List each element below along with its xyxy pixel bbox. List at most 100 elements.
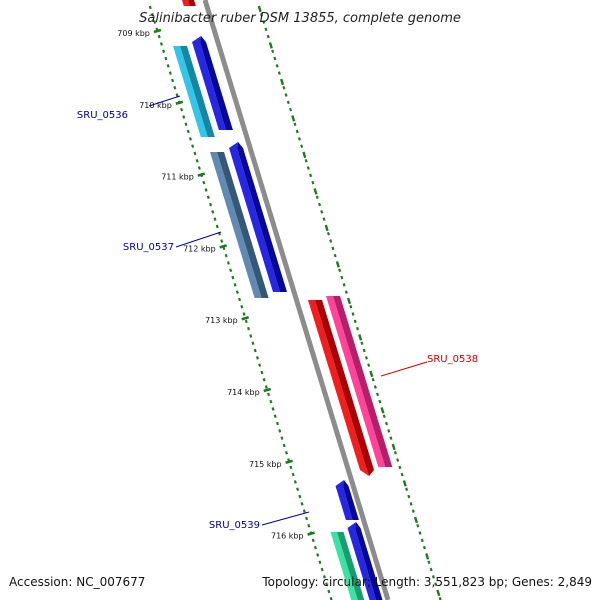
gene-face-left xyxy=(192,36,226,130)
minor-tick xyxy=(302,509,306,513)
minor-tick xyxy=(402,480,407,487)
minor-tick xyxy=(393,450,397,455)
minor-tick xyxy=(235,290,239,294)
minor-tick xyxy=(289,107,293,112)
minor-tick xyxy=(260,13,263,17)
minor-tick xyxy=(171,78,175,83)
minor-tick xyxy=(268,42,273,49)
minor-tick xyxy=(262,20,266,24)
minor-tick xyxy=(284,450,288,455)
minor-tick xyxy=(342,283,346,287)
minor-tick xyxy=(387,429,391,433)
gene-leader-line xyxy=(380,361,428,377)
minor-tick xyxy=(311,538,315,543)
minor-tick xyxy=(209,202,213,207)
kbp-label: 714 kbp xyxy=(227,388,260,397)
gene-SRU_0538[interactable] xyxy=(308,300,374,476)
minor-tick xyxy=(331,246,335,251)
gene-feature-top-partial[interactable] xyxy=(182,0,196,6)
minor-tick xyxy=(258,363,262,367)
kbp-label: 712 kbp xyxy=(183,244,216,253)
gene-face-right xyxy=(333,296,393,467)
minor-tick xyxy=(306,166,310,170)
minor-tick xyxy=(396,458,400,462)
minor-tick xyxy=(413,516,418,524)
minor-tick xyxy=(206,195,210,199)
kbp-major-tick xyxy=(241,315,250,321)
gene-SRU_0537[interactable] xyxy=(210,152,269,298)
minor-tick xyxy=(316,553,320,557)
minor-tick xyxy=(378,399,382,404)
kbp-major-tick xyxy=(307,531,315,536)
minor-tick xyxy=(436,589,441,597)
minor-tick xyxy=(398,465,402,470)
minor-tick xyxy=(240,305,244,309)
gene-SRU_0536-adjacent[interactable] xyxy=(192,36,233,130)
minor-tick xyxy=(255,356,259,360)
minor-tick xyxy=(276,421,279,426)
gene-SRU_0539-lower[interactable] xyxy=(330,532,365,600)
gene-face-left xyxy=(182,0,190,6)
gene-SRU_0539[interactable] xyxy=(335,480,359,520)
gene-label-SRU_0539[interactable]: SRU_0539 xyxy=(209,520,260,531)
minor-tick xyxy=(249,334,253,338)
minor-tick xyxy=(304,158,308,163)
gene-face-right xyxy=(355,522,383,600)
gene-SRU_0538-adjacent[interactable] xyxy=(326,296,393,467)
minor-tick xyxy=(182,115,186,119)
minor-tick xyxy=(407,494,411,499)
gene-face-right xyxy=(237,142,287,292)
minor-tick xyxy=(327,589,331,594)
minor-tick xyxy=(400,472,404,477)
minor-tick xyxy=(405,487,409,491)
genome-backbone xyxy=(202,0,391,600)
gene-label-SRU_0537[interactable]: SRU_0537 xyxy=(123,242,174,253)
gene-SRU_0536[interactable] xyxy=(173,46,215,137)
minor-tick xyxy=(340,275,344,280)
minor-tick xyxy=(434,582,438,586)
minor-tick xyxy=(313,188,318,195)
kbp-label: 713 kbp xyxy=(205,316,238,325)
minor-tick xyxy=(213,217,217,221)
minor-tick xyxy=(391,443,396,451)
minor-tick xyxy=(267,392,271,397)
minor-tick xyxy=(188,137,192,141)
minor-tick xyxy=(431,575,435,579)
gene-face-right xyxy=(315,300,374,476)
gene-face-left xyxy=(326,296,386,467)
gene-SRU_0537-adjacent[interactable] xyxy=(229,142,287,292)
kbp-label: 711 kbp xyxy=(161,173,194,182)
gene-SRU_0539-lower-adjacent[interactable] xyxy=(347,522,383,600)
minor-tick xyxy=(164,56,168,61)
minor-tick xyxy=(358,334,363,341)
feature-layer xyxy=(173,0,393,600)
minor-tick xyxy=(273,56,277,61)
kbp-label: 710 kbp xyxy=(139,101,172,110)
minor-tick xyxy=(280,78,285,86)
minor-tick xyxy=(238,297,242,302)
minor-tick xyxy=(204,188,208,192)
minor-tick xyxy=(247,326,250,331)
minor-tick xyxy=(284,93,288,97)
minor-tick xyxy=(242,312,246,316)
minor-tick xyxy=(244,319,248,324)
minor-tick xyxy=(273,414,277,419)
gene-face-left xyxy=(335,480,353,520)
gene-face-left xyxy=(210,152,262,298)
minor-tick xyxy=(180,107,184,112)
minor-tick xyxy=(364,356,368,360)
gene-face-right xyxy=(180,46,215,137)
minor-tick xyxy=(305,516,309,521)
gene-label-SRU_0536[interactable]: SRU_0536 xyxy=(77,110,128,121)
minor-tick xyxy=(349,305,353,309)
minor-tick xyxy=(320,210,324,214)
tick-layer xyxy=(148,5,442,600)
kbp-label: 715 kbp xyxy=(249,460,282,469)
gene-label-SRU_0538[interactable]: SRU_0538 xyxy=(427,354,478,365)
minor-tick xyxy=(197,166,201,170)
minor-tick xyxy=(253,348,257,353)
gene-face-left xyxy=(173,46,208,137)
minor-tick xyxy=(322,217,326,221)
minor-tick xyxy=(418,531,422,535)
minor-tick xyxy=(351,312,355,316)
